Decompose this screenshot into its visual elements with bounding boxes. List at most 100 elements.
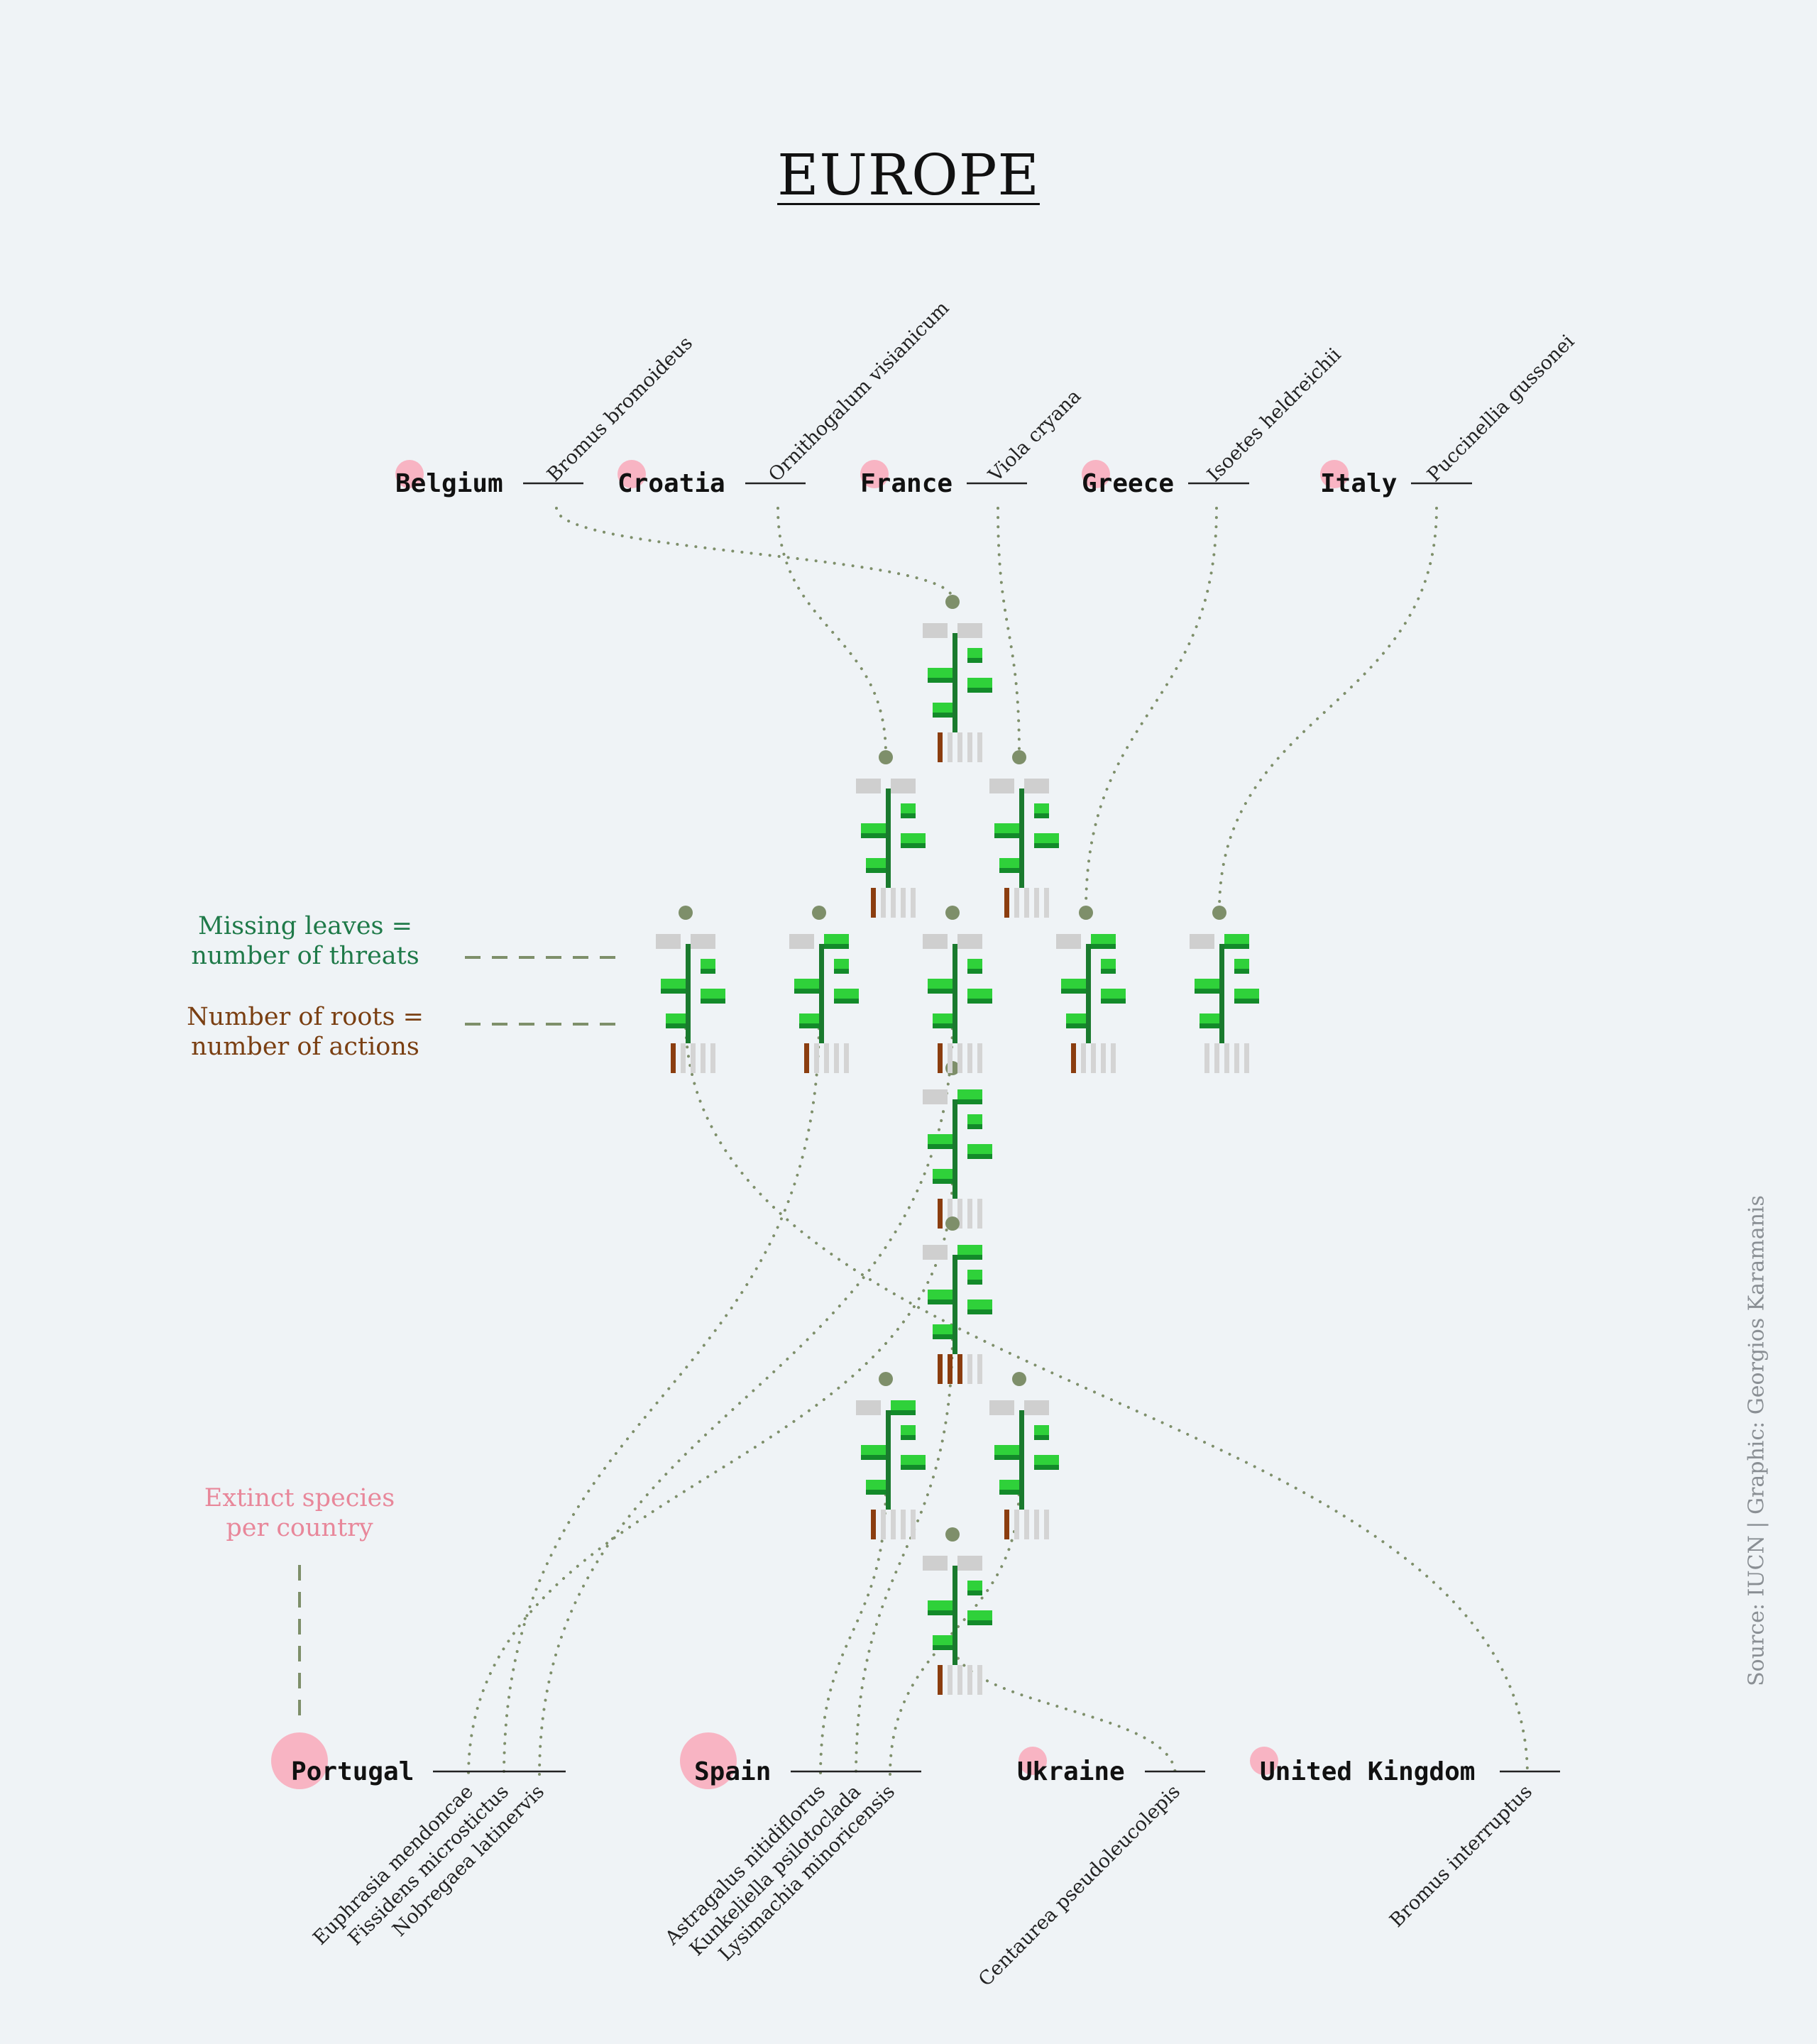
leaf-outline: [1034, 813, 1049, 818]
species-name: Bromus bromoideus: [543, 332, 697, 486]
leaf-outline: [1234, 969, 1249, 974]
extinct-legend-line2: per country: [226, 1514, 373, 1542]
extinct-dot: [617, 460, 646, 488]
missing-leaf: [789, 934, 814, 949]
connector-bottom-4: [855, 1329, 954, 1777]
root-active: [938, 1199, 943, 1229]
root-inactive: [1034, 888, 1039, 918]
missing-leaf: [923, 934, 948, 949]
leaf-outline: [967, 969, 982, 974]
root-inactive: [1101, 1043, 1106, 1073]
extinct-dot: [1320, 460, 1349, 488]
plant-anchor-dot: [679, 906, 693, 920]
country-name: Ukraine: [1017, 1757, 1125, 1786]
extinct-dot: [1082, 460, 1110, 488]
root-inactive: [834, 1043, 839, 1073]
root-inactive: [1111, 1043, 1116, 1073]
leaf-outline: [1034, 1465, 1059, 1470]
root-inactive: [948, 732, 953, 762]
plant-glyph: [856, 750, 926, 918]
country-name: Croatia: [617, 469, 725, 498]
leaf-outline: [799, 1023, 824, 1028]
leaf-outline: [999, 868, 1024, 873]
root-inactive: [911, 1510, 916, 1539]
root-inactive: [1214, 1043, 1219, 1073]
leaf-outline: [891, 1410, 916, 1415]
plant-anchor-dot: [1212, 906, 1226, 920]
plant-anchor-dot: [879, 1372, 893, 1386]
country-croatia: Croatia Ornithogalum visianicum: [617, 297, 953, 498]
plant-glyph: [656, 906, 725, 1073]
root-inactive: [1081, 1043, 1086, 1073]
extinct-legend: Extinct species per country: [158, 1483, 441, 1543]
root-inactive: [967, 732, 972, 762]
leaf-outline: [794, 989, 819, 994]
leaf-outline: [1101, 999, 1126, 1004]
leaf-outline: [866, 1490, 891, 1495]
leaf-outline: [967, 1154, 992, 1159]
missing-leaf: [856, 779, 881, 793]
plant-glyph: [989, 1372, 1059, 1539]
country-name: Portugal: [291, 1757, 414, 1786]
missing-leaf: [989, 779, 1014, 793]
root-inactive: [977, 1354, 982, 1384]
root-active: [938, 1665, 943, 1695]
root-inactive: [1044, 1510, 1049, 1539]
leaf-outline: [666, 1023, 691, 1028]
root-inactive: [977, 1665, 982, 1695]
connector-bottom-2: [538, 1018, 954, 1777]
plant-glyph: [856, 1372, 926, 1539]
root-inactive: [1024, 1510, 1029, 1539]
root-inactive: [957, 1043, 962, 1073]
missing-leaf: [957, 1556, 982, 1571]
leaf-outline: [866, 868, 891, 873]
root-inactive: [977, 732, 982, 762]
connector-bottom-0: [467, 1173, 954, 1777]
missing-leaf: [989, 1400, 1014, 1415]
leaf-outline: [834, 999, 859, 1004]
leaf-outline: [1195, 989, 1219, 994]
root-inactive: [814, 1043, 819, 1073]
leaf-outline: [957, 1099, 982, 1104]
leaf-outline: [824, 944, 849, 949]
extinct-dot: [271, 1732, 328, 1789]
root-active: [1004, 1510, 1009, 1539]
stem: [953, 944, 957, 1043]
connectors-layer: [467, 507, 1529, 1777]
plants-layer: [656, 595, 1259, 1695]
leaf-outline: [901, 813, 916, 818]
leaf-outline: [967, 688, 992, 693]
missing-leaf: [1056, 934, 1081, 949]
stem: [1219, 944, 1224, 1043]
plant-anchor-dot: [945, 1216, 960, 1231]
connector-italy: [1218, 507, 1438, 911]
root-inactive: [901, 1510, 906, 1539]
extinct-dot: [1250, 1747, 1278, 1775]
root-active: [871, 1510, 876, 1539]
actions-legend-line2: number of actions: [191, 1033, 419, 1061]
connector-bottom-3: [819, 1484, 887, 1777]
stem: [953, 633, 957, 732]
threats-legend-line2: number of threats: [191, 942, 419, 970]
root-inactive: [1224, 1043, 1229, 1073]
stem: [819, 944, 824, 1043]
plant-anchor-dot: [1012, 1372, 1026, 1386]
leaf-outline: [967, 1620, 992, 1625]
country-name: France: [860, 469, 953, 498]
leaf-outline: [901, 843, 926, 848]
root-active: [1071, 1043, 1076, 1073]
country-name: United Kingdom: [1260, 1757, 1475, 1786]
root-inactive: [844, 1043, 849, 1073]
threats-legend-line1: Missing leaves =: [198, 912, 412, 940]
country-name: Greece: [1082, 469, 1174, 498]
leaf-outline: [933, 713, 957, 718]
root-inactive: [967, 1354, 972, 1384]
leaf-outline: [967, 658, 982, 663]
missing-leaf: [1190, 934, 1214, 949]
leaf-outline: [834, 969, 849, 974]
stem: [886, 789, 891, 888]
missing-leaf: [1024, 1400, 1049, 1415]
